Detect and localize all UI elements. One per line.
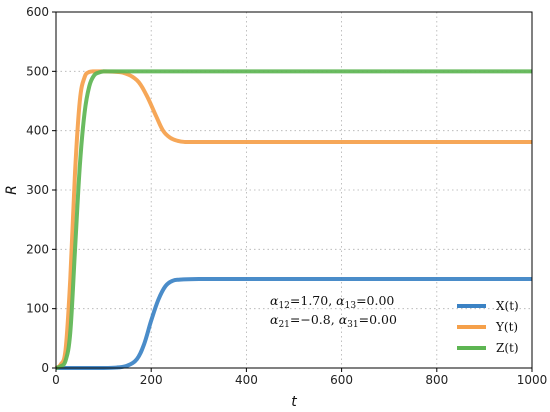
y-tick-label: 100: [26, 302, 49, 316]
annotation-line-1: α12=1.70, α13=0.00: [270, 293, 394, 311]
alpha-13-subscript: 13: [345, 301, 357, 311]
legend-item-x: X(t): [457, 299, 519, 313]
legend-label-z: Z(t): [496, 341, 519, 355]
x-tick-label: 600: [330, 373, 353, 387]
alpha-12-symbol: α: [270, 293, 279, 308]
legend-label-x: X(t): [496, 299, 519, 313]
y-tick-label: 500: [26, 64, 49, 78]
legend-item-z: Z(t): [457, 341, 519, 355]
series-lines: [54, 69, 532, 370]
legend-item-y: Y(t): [457, 320, 518, 334]
y-axis-label: R: [4, 185, 20, 195]
x-tick-label: 1000: [517, 373, 548, 387]
series-line-yt: [54, 69, 532, 370]
parameter-annotation: α12=1.70, α13=0.00 α21=−0.8, α31=0.00: [270, 293, 397, 330]
x-tick-label: 400: [235, 373, 258, 387]
y-tick-label: 0: [41, 361, 49, 375]
axis-ticks: 0 200 400 600 800 1000 0 100 200 300 400 500 600: [26, 5, 547, 387]
alpha-31-subscript: 31: [347, 320, 358, 330]
series-line-zt: [55, 69, 532, 370]
x-tick-label: 200: [140, 373, 163, 387]
alpha-21-subscript: 21: [278, 320, 289, 330]
alpha-31-symbol: α: [339, 312, 348, 327]
alpha-21-symbol: α: [270, 312, 279, 327]
alpha-12-value: =1.70: [290, 293, 328, 308]
alpha-12-subscript: 12: [278, 301, 289, 311]
alpha-13-value: =0.00: [356, 293, 394, 308]
y-tick-label: 600: [26, 5, 49, 19]
x-tick-label: 800: [425, 373, 448, 387]
alpha-31-value: =0.00: [359, 312, 397, 327]
alpha-13-symbol: α: [336, 293, 345, 308]
annotation-line-2: α21=−0.8, α31=0.00: [270, 312, 397, 330]
x-tick-label: 0: [52, 373, 60, 387]
y-tick-label: 300: [26, 183, 49, 197]
series-line-xt: [56, 276, 532, 370]
legend-label-y: Y(t): [495, 320, 518, 334]
y-tick-label: 400: [26, 124, 49, 138]
legend: X(t) Y(t) Z(t): [457, 299, 519, 355]
y-tick-label: 200: [26, 242, 49, 256]
alpha-21-value: =−0.8: [290, 312, 331, 327]
x-axis-label: t: [291, 394, 297, 410]
